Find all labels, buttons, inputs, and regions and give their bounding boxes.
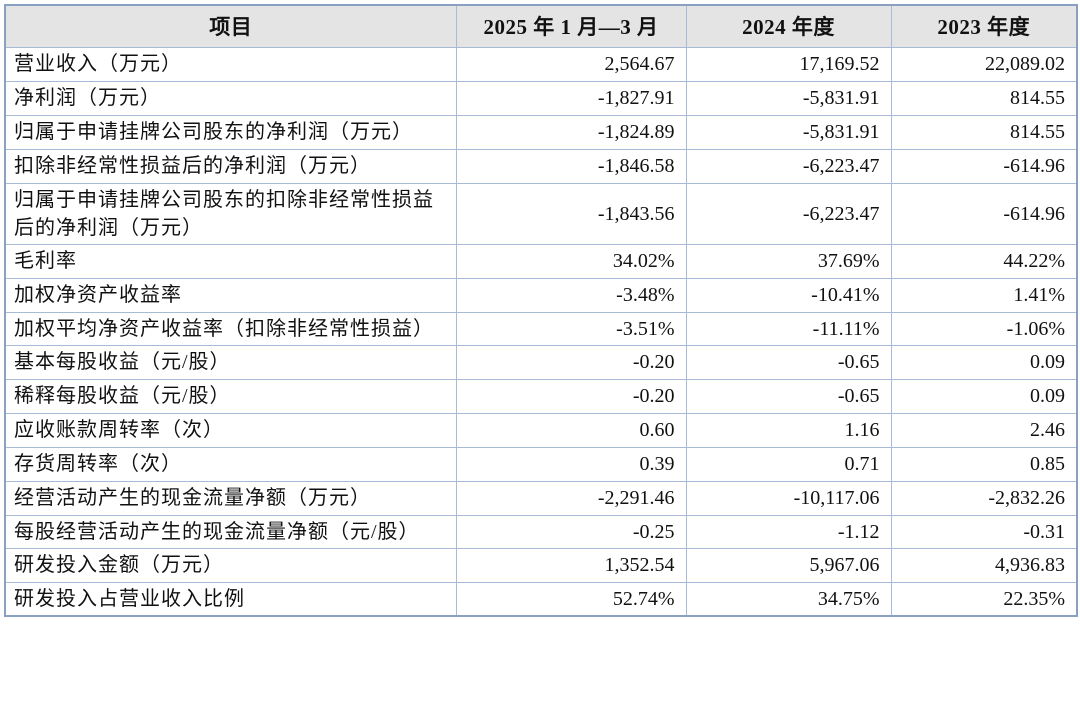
cell-value: -10.41%: [685, 277, 892, 313]
row-label: 研发投入占营业收入比例: [4, 581, 457, 617]
cell-value: -6,223.47: [685, 182, 892, 245]
cell-value: 0.39: [455, 446, 687, 482]
cell-value: 34.75%: [685, 581, 892, 617]
row-label: 每股经营活动产生的现金流量净额（元/股）: [4, 514, 457, 549]
cell-value: -5,831.91: [685, 80, 892, 116]
table-row: 扣除非经常性损益后的净利润（万元） -1,846.58 -6,223.47 -614.…: [4, 148, 1078, 184]
table-row: 存货周转率（次） 0.39 0.71 0.85: [4, 446, 1078, 482]
table-row: 应收账款周转率（次） 0.60 1.16 2.46: [4, 412, 1078, 448]
cell-value: -1,827.91: [455, 80, 687, 116]
table-row: 归属于申请挂牌公司股东的扣除非经常性损益后的净利润（万元） -1,843.56 -6…: [4, 182, 1078, 245]
cell-value: -614.96: [890, 148, 1078, 184]
column-header-2025-jan-mar: 2025 年 1 月—3 月: [455, 4, 687, 48]
column-header-2023: 2023 年度: [890, 4, 1078, 48]
cell-value: 1,352.54: [455, 547, 687, 583]
cell-value: -2,291.46: [455, 480, 687, 516]
cell-value: -0.25: [455, 514, 687, 549]
cell-value: -5,831.91: [685, 114, 892, 150]
cell-value: -0.20: [455, 344, 687, 380]
cell-value: 22,089.02: [890, 46, 1078, 82]
cell-value: -1,824.89: [455, 114, 687, 150]
cell-value: 17,169.52: [685, 46, 892, 82]
column-header-2024: 2024 年度: [685, 4, 892, 48]
column-header-item: 项目: [4, 4, 457, 48]
row-label: 扣除非经常性损益后的净利润（万元）: [4, 148, 457, 184]
cell-value: 1.41%: [890, 277, 1078, 313]
cell-value: 44.22%: [890, 243, 1078, 279]
table-row: 研发投入占营业收入比例 52.74% 34.75% 22.35%: [4, 581, 1078, 617]
cell-value: 22.35%: [890, 581, 1078, 617]
cell-value: 4,936.83: [890, 547, 1078, 583]
row-label: 应收账款周转率（次）: [4, 412, 457, 448]
cell-value: -3.48%: [455, 277, 687, 313]
cell-value: -6,223.47: [685, 148, 892, 184]
table-row: 归属于申请挂牌公司股东的净利润（万元） -1,824.89 -5,831.91 814…: [4, 114, 1078, 150]
cell-value: -1.12: [685, 514, 892, 549]
cell-value: 5,967.06: [685, 547, 892, 583]
cell-value: -0.65: [685, 344, 892, 380]
financial-summary-table: 项目 2025 年 1 月—3 月 2024 年度 2023 年度 营业收入（万…: [4, 4, 1078, 617]
table-row: 毛利率 34.02% 37.69% 44.22%: [4, 243, 1078, 279]
cell-value: -10,117.06: [685, 480, 892, 516]
row-label: 研发投入金额（万元）: [4, 547, 457, 583]
header-row: 项目 2025 年 1 月—3 月 2024 年度 2023 年度: [4, 4, 1078, 48]
cell-value: 814.55: [890, 114, 1078, 150]
table-row: 经营活动产生的现金流量净额（万元） -2,291.46 -10,117.06 -2,8…: [4, 480, 1078, 516]
row-label: 加权平均净资产收益率（扣除非经常性损益）: [4, 311, 457, 346]
row-label: 归属于申请挂牌公司股东的扣除非经常性损益后的净利润（万元）: [4, 182, 457, 245]
cell-value: 2,564.67: [455, 46, 687, 82]
cell-value: 52.74%: [455, 581, 687, 617]
table-row: 每股经营活动产生的现金流量净额（元/股） -0.25 -1.12 -0.31: [4, 514, 1078, 549]
row-label: 稀释每股收益（元/股）: [4, 378, 457, 414]
row-label: 基本每股收益（元/股）: [4, 344, 457, 380]
cell-value: -614.96: [890, 182, 1078, 245]
cell-value: 2.46: [890, 412, 1078, 448]
cell-value: -0.65: [685, 378, 892, 414]
cell-value: 814.55: [890, 80, 1078, 116]
cell-value: 0.60: [455, 412, 687, 448]
cell-value: 34.02%: [455, 243, 687, 279]
table-body: 营业收入（万元） 2,564.67 17,169.52 22,089.02 净利润（万元…: [4, 46, 1078, 617]
cell-value: 0.09: [890, 344, 1078, 380]
table-row: 营业收入（万元） 2,564.67 17,169.52 22,089.02: [4, 46, 1078, 82]
row-label: 归属于申请挂牌公司股东的净利润（万元）: [4, 114, 457, 150]
cell-value: 0.71: [685, 446, 892, 482]
table-row: 净利润（万元） -1,827.91 -5,831.91 814.55: [4, 80, 1078, 116]
table-row: 稀释每股收益（元/股） -0.20 -0.65 0.09: [4, 378, 1078, 414]
row-label: 存货周转率（次）: [4, 446, 457, 482]
cell-value: 37.69%: [685, 243, 892, 279]
row-label: 经营活动产生的现金流量净额（万元）: [4, 480, 457, 516]
cell-value: 0.85: [890, 446, 1078, 482]
cell-value: -1.06%: [890, 311, 1078, 346]
cell-value: -2,832.26: [890, 480, 1078, 516]
table-row: 基本每股收益（元/股） -0.20 -0.65 0.09: [4, 344, 1078, 380]
row-label: 净利润（万元）: [4, 80, 457, 116]
cell-value: -0.20: [455, 378, 687, 414]
cell-value: 0.09: [890, 378, 1078, 414]
row-label: 营业收入（万元）: [4, 46, 457, 82]
table-row: 研发投入金额（万元） 1,352.54 5,967.06 4,936.83: [4, 547, 1078, 583]
row-label: 毛利率: [4, 243, 457, 279]
cell-value: -1,846.58: [455, 148, 687, 184]
table-row: 加权净资产收益率 -3.48% -10.41% 1.41%: [4, 277, 1078, 313]
cell-value: -3.51%: [455, 311, 687, 346]
cell-value: 1.16: [685, 412, 892, 448]
table-row: 加权平均净资产收益率（扣除非经常性损益） -3.51% -11.11% -1.06%: [4, 311, 1078, 346]
row-label: 加权净资产收益率: [4, 277, 457, 313]
cell-value: -1,843.56: [455, 182, 687, 245]
cell-value: -0.31: [890, 514, 1078, 549]
cell-value: -11.11%: [685, 311, 892, 346]
